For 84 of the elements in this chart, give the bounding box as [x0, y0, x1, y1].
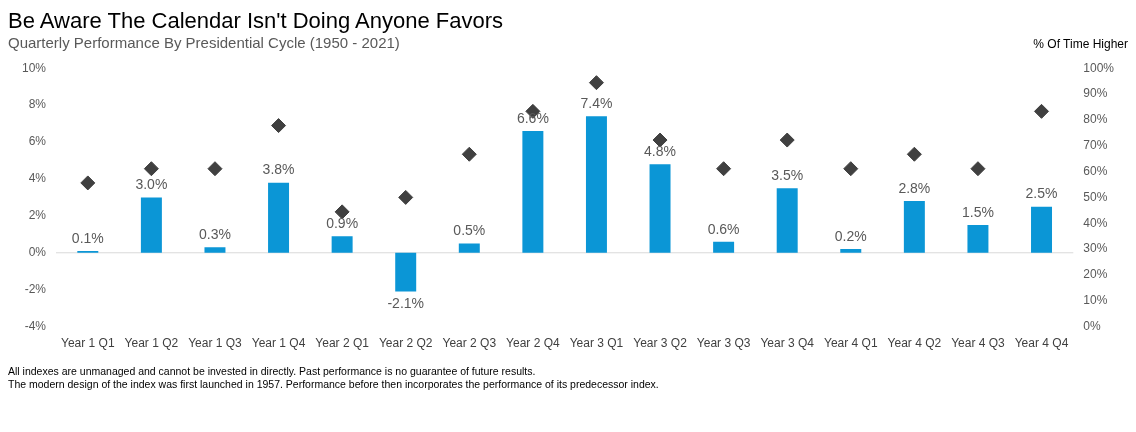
- x-tick-label: Year 1 Q3: [188, 336, 243, 351]
- y2-tick-label: 100%: [1083, 60, 1115, 75]
- x-tick-label: Year 4 Q4: [1014, 336, 1069, 351]
- x-tick-label: Year 3 Q4: [760, 336, 815, 351]
- y-tick-label: 2%: [28, 208, 47, 223]
- x-tick-label: Year 1 Q4: [251, 336, 306, 351]
- data-label: 1.5%: [961, 203, 994, 220]
- bar: [1031, 206, 1053, 253]
- x-tick-label: Year 4 Q1: [823, 336, 878, 351]
- y2-tick-label: 20%: [1083, 267, 1108, 282]
- point: [271, 118, 287, 134]
- point: [398, 189, 414, 205]
- data-label: 0.1%: [71, 229, 104, 246]
- data-label: 3.0%: [135, 176, 168, 193]
- y2-axis-title: % Of Time Higher: [1033, 37, 1128, 51]
- data-label: 7.4%: [580, 95, 613, 112]
- y-tick-label: 6%: [28, 134, 47, 149]
- data-label: 0.3%: [199, 226, 231, 243]
- data-label: 0.5%: [453, 222, 486, 239]
- point: [143, 161, 159, 177]
- y-tick-label: -4%: [24, 318, 47, 333]
- bar: [522, 130, 544, 253]
- y2-tick-label: 40%: [1083, 215, 1108, 230]
- data-label: 2.5%: [1025, 185, 1058, 202]
- bar: [458, 243, 480, 253]
- y2-tick-label: 50%: [1083, 189, 1108, 204]
- x-tick-label: Year 2 Q4: [506, 336, 560, 351]
- bar: [395, 252, 417, 292]
- bar: [713, 241, 735, 253]
- y-tick-label: 4%: [28, 171, 47, 186]
- point: [461, 146, 477, 162]
- x-tick-label: Year 3 Q3: [696, 336, 751, 351]
- data-label: 2.8%: [898, 179, 931, 196]
- data-label: 0.9%: [326, 215, 359, 232]
- x-tick-label: Year 2 Q1: [315, 336, 370, 351]
- data-label: 6.6%: [516, 109, 549, 126]
- y2-tick-label: 0%: [1083, 318, 1101, 333]
- x-tick-label: Year 3 Q1: [569, 336, 624, 351]
- data-label: 4.8%: [644, 143, 676, 160]
- point: [1034, 103, 1050, 119]
- bar: [649, 164, 671, 253]
- y2-tick-label: 10%: [1083, 293, 1108, 308]
- x-tick-label: Year 3 Q2: [633, 336, 688, 351]
- chart-title: Be Aware The Calendar Isn't Doing Anyone Favors: [8, 8, 504, 34]
- chart-subtitle: Quarterly Performance By Presidential Cycle (1950 - 2021): [8, 34, 400, 51]
- point: [716, 161, 732, 177]
- x-tick-label: Year 2 Q2: [378, 336, 433, 351]
- point: [843, 161, 859, 177]
- bar: [776, 188, 798, 253]
- bar: [331, 236, 353, 253]
- bar: [140, 197, 162, 253]
- text: The modern design of the index was first launched in 1957. Performance before then incorporates the performance of its predecessor index.: [8, 378, 660, 391]
- point: [906, 146, 922, 162]
- data-label: 3.8%: [262, 161, 295, 178]
- x-tick-label: Year 2 Q3: [442, 336, 497, 351]
- text: All indexes are unmanaged and cannot be invested in directly. Past performance is no guarantee of future results.: [8, 365, 537, 378]
- y-tick-label: 0%: [28, 245, 47, 260]
- bar: [204, 247, 226, 253]
- y2-tick-label: 90%: [1083, 86, 1108, 101]
- y-tick-label: 10%: [21, 60, 47, 75]
- point: [779, 132, 795, 148]
- y2-tick-label: 30%: [1083, 241, 1108, 256]
- y-tick-label: -2%: [24, 282, 47, 296]
- point: [970, 161, 986, 177]
- y-tick-label: 8%: [28, 97, 47, 112]
- data-label: 3.5%: [771, 167, 804, 184]
- data-label: 0.2%: [834, 227, 867, 244]
- point: [588, 75, 604, 91]
- bar: [840, 249, 862, 253]
- bar: [903, 201, 925, 253]
- bar: [967, 225, 989, 253]
- data-label: 0.6%: [707, 220, 740, 237]
- data-label: -2.1%: [387, 295, 424, 312]
- x-tick-label: Year 1 Q1: [61, 336, 115, 351]
- y2-tick-label: 70%: [1083, 138, 1108, 153]
- bar: [268, 182, 290, 253]
- y2-tick-label: 80%: [1083, 112, 1108, 127]
- x-tick-label: Year 1 Q2: [124, 336, 179, 351]
- point: [80, 175, 96, 191]
- bar: [585, 116, 607, 253]
- point: [207, 161, 223, 177]
- x-tick-label: Year 4 Q2: [887, 336, 942, 351]
- x-tick-label: Year 4 Q3: [951, 336, 1006, 351]
- y2-tick-label: 60%: [1083, 163, 1108, 178]
